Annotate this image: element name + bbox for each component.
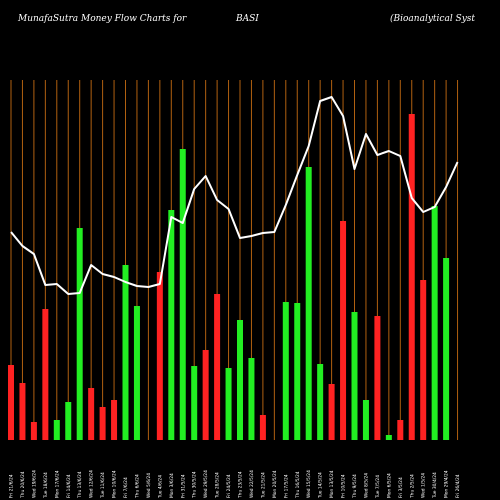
x-tick-label: Fri 17/5/24 [283,474,289,498]
x-tick-label: Thu 9/5/24 [352,474,358,499]
bar-fri-14-6-24 [65,402,72,440]
bar-fri-21-6-24 [8,365,14,440]
bar-tue-30-4-24 [431,206,438,440]
x-tick-label: Thu 2/5/24 [409,474,415,499]
bar-wed-15-5-24 [305,167,312,440]
bar-wed-1-5-24 [420,280,427,440]
bar-mon-10-6-24 [111,400,118,440]
x-tick-label: Thu 20/6/24 [20,471,26,499]
bar-thu-9-5-24 [351,312,358,440]
chart-title: MunafaSutra Money Flow Charts for BASI (… [0,14,500,30]
bar-tue-18-6-24 [42,309,49,440]
bar-tue-7-5-24 [374,316,381,440]
x-tick-label: Thu 30/5/24 [192,471,198,499]
bar-thu-6-6-24 [133,306,140,440]
x-tick-label: Thu 13/6/24 [77,471,83,499]
line-series [10,96,459,295]
bar-mon-3-6-24 [168,210,175,440]
bar-wed-22-5-24 [248,358,255,440]
bar-thu-30-5-24 [191,366,198,440]
bar-wed-12-6-24 [88,388,95,440]
bar-fri-10-5-24 [340,221,347,440]
bar-fri-3-5-24 [397,420,404,440]
x-tick-label: Fri 3/5/24 [398,477,404,498]
bar-mon-6-5-24 [385,435,392,440]
x-tick-label: Fri 24/5/24 [226,474,232,498]
x-tick-label: Tue 18/6/24 [43,472,49,499]
title-prefix: MunafaSutra Money Flow Charts for [18,14,187,24]
x-tick-label: Wed 12/6/24 [89,470,95,498]
x-tick-label: Fri 10/5/24 [341,474,347,498]
bar-tue-14-5-24 [317,364,324,440]
bar-mon-13-5-24 [328,384,335,440]
x-tick-label: Wed 5/6/24 [146,473,152,498]
bar-mon-29-4-24 [443,258,450,440]
x-tick-label: Tue 30/4/24 [432,472,438,499]
x-tick-label: Fri 26/4/24 [455,474,461,498]
bar-thu-2-5-24 [408,114,415,440]
x-tick-label: Mon 17/6/24 [54,470,60,498]
title-symbol: BASI [236,14,259,24]
money-flow-line [10,96,459,295]
bar-fri-17-5-24 [282,302,289,440]
x-tick-label: Thu 6/6/24 [134,474,140,499]
x-tick-label: Wed 19/6/24 [31,470,37,498]
x-tick-label: Tue 21/5/24 [260,472,266,499]
x-tick-label: Tue 11/6/24 [100,472,106,499]
x-tick-label: Tue 4/6/24 [157,475,163,499]
bar-thu-16-5-24 [294,303,301,440]
bar-fri-7-6-24 [122,265,129,440]
x-tick-label: Wed 1/5/24 [421,473,427,498]
x-tick-label: Tue 14/5/24 [318,472,324,499]
x-tick-label: Thu 23/5/24 [238,471,244,499]
title-company: (Bioanalytical Syst [390,14,476,24]
x-tick-label: Fri 21/6/24 [9,474,15,498]
bar-thu-20-6-24 [19,383,26,440]
x-tick-label: Wed 22/5/24 [249,470,255,498]
x-tick-label: Mon 6/5/24 [386,473,392,498]
x-tick-label: Thu 16/5/24 [295,471,301,499]
x-tick-label: Mon 3/6/24 [169,473,175,498]
bar-thu-13-6-24 [76,228,83,440]
x-tick-label: Wed 8/5/24 [363,473,369,498]
bar-wed-29-5-24 [202,350,209,440]
bar-tue-11-6-24 [99,407,106,440]
bar-series [8,114,450,440]
bar-fri-31-5-24 [179,149,186,440]
bar-mon-17-6-24 [53,420,60,440]
x-tick-label: Fri 7/6/24 [123,477,129,498]
x-tick-label: Mon 10/6/24 [112,470,118,498]
bar-thu-23-5-24 [237,320,243,440]
bar-tue-21-5-24 [259,415,266,440]
bar-wed-8-5-24 [362,400,369,440]
x-tick-label: Tue 28/5/24 [215,472,221,499]
x-tick-label: Mon 29/4/24 [444,470,450,498]
bar-wed-19-6-24 [30,422,37,440]
x-tick-label: Wed 29/5/24 [203,470,209,498]
bar-tue-28-5-24 [214,294,221,440]
x-tick-label: Wed 15/5/24 [306,470,312,498]
bar-fri-24-5-24 [225,368,232,440]
x-tick-label: Fri 14/6/24 [66,474,72,498]
bar-tue-4-6-24 [156,272,163,440]
x-tick-label: Fri 31/5/24 [180,474,186,498]
x-axis-ticks: Fri 21/6/24 Thu 20/6/24 Wed 19/6/24 Tue 18/… [9,470,462,499]
x-tick-label: Tue 7/5/24 [375,475,381,499]
x-tick-label: Mon 13/5/24 [329,470,335,498]
x-tick-label: Mon 20/5/24 [272,470,278,498]
